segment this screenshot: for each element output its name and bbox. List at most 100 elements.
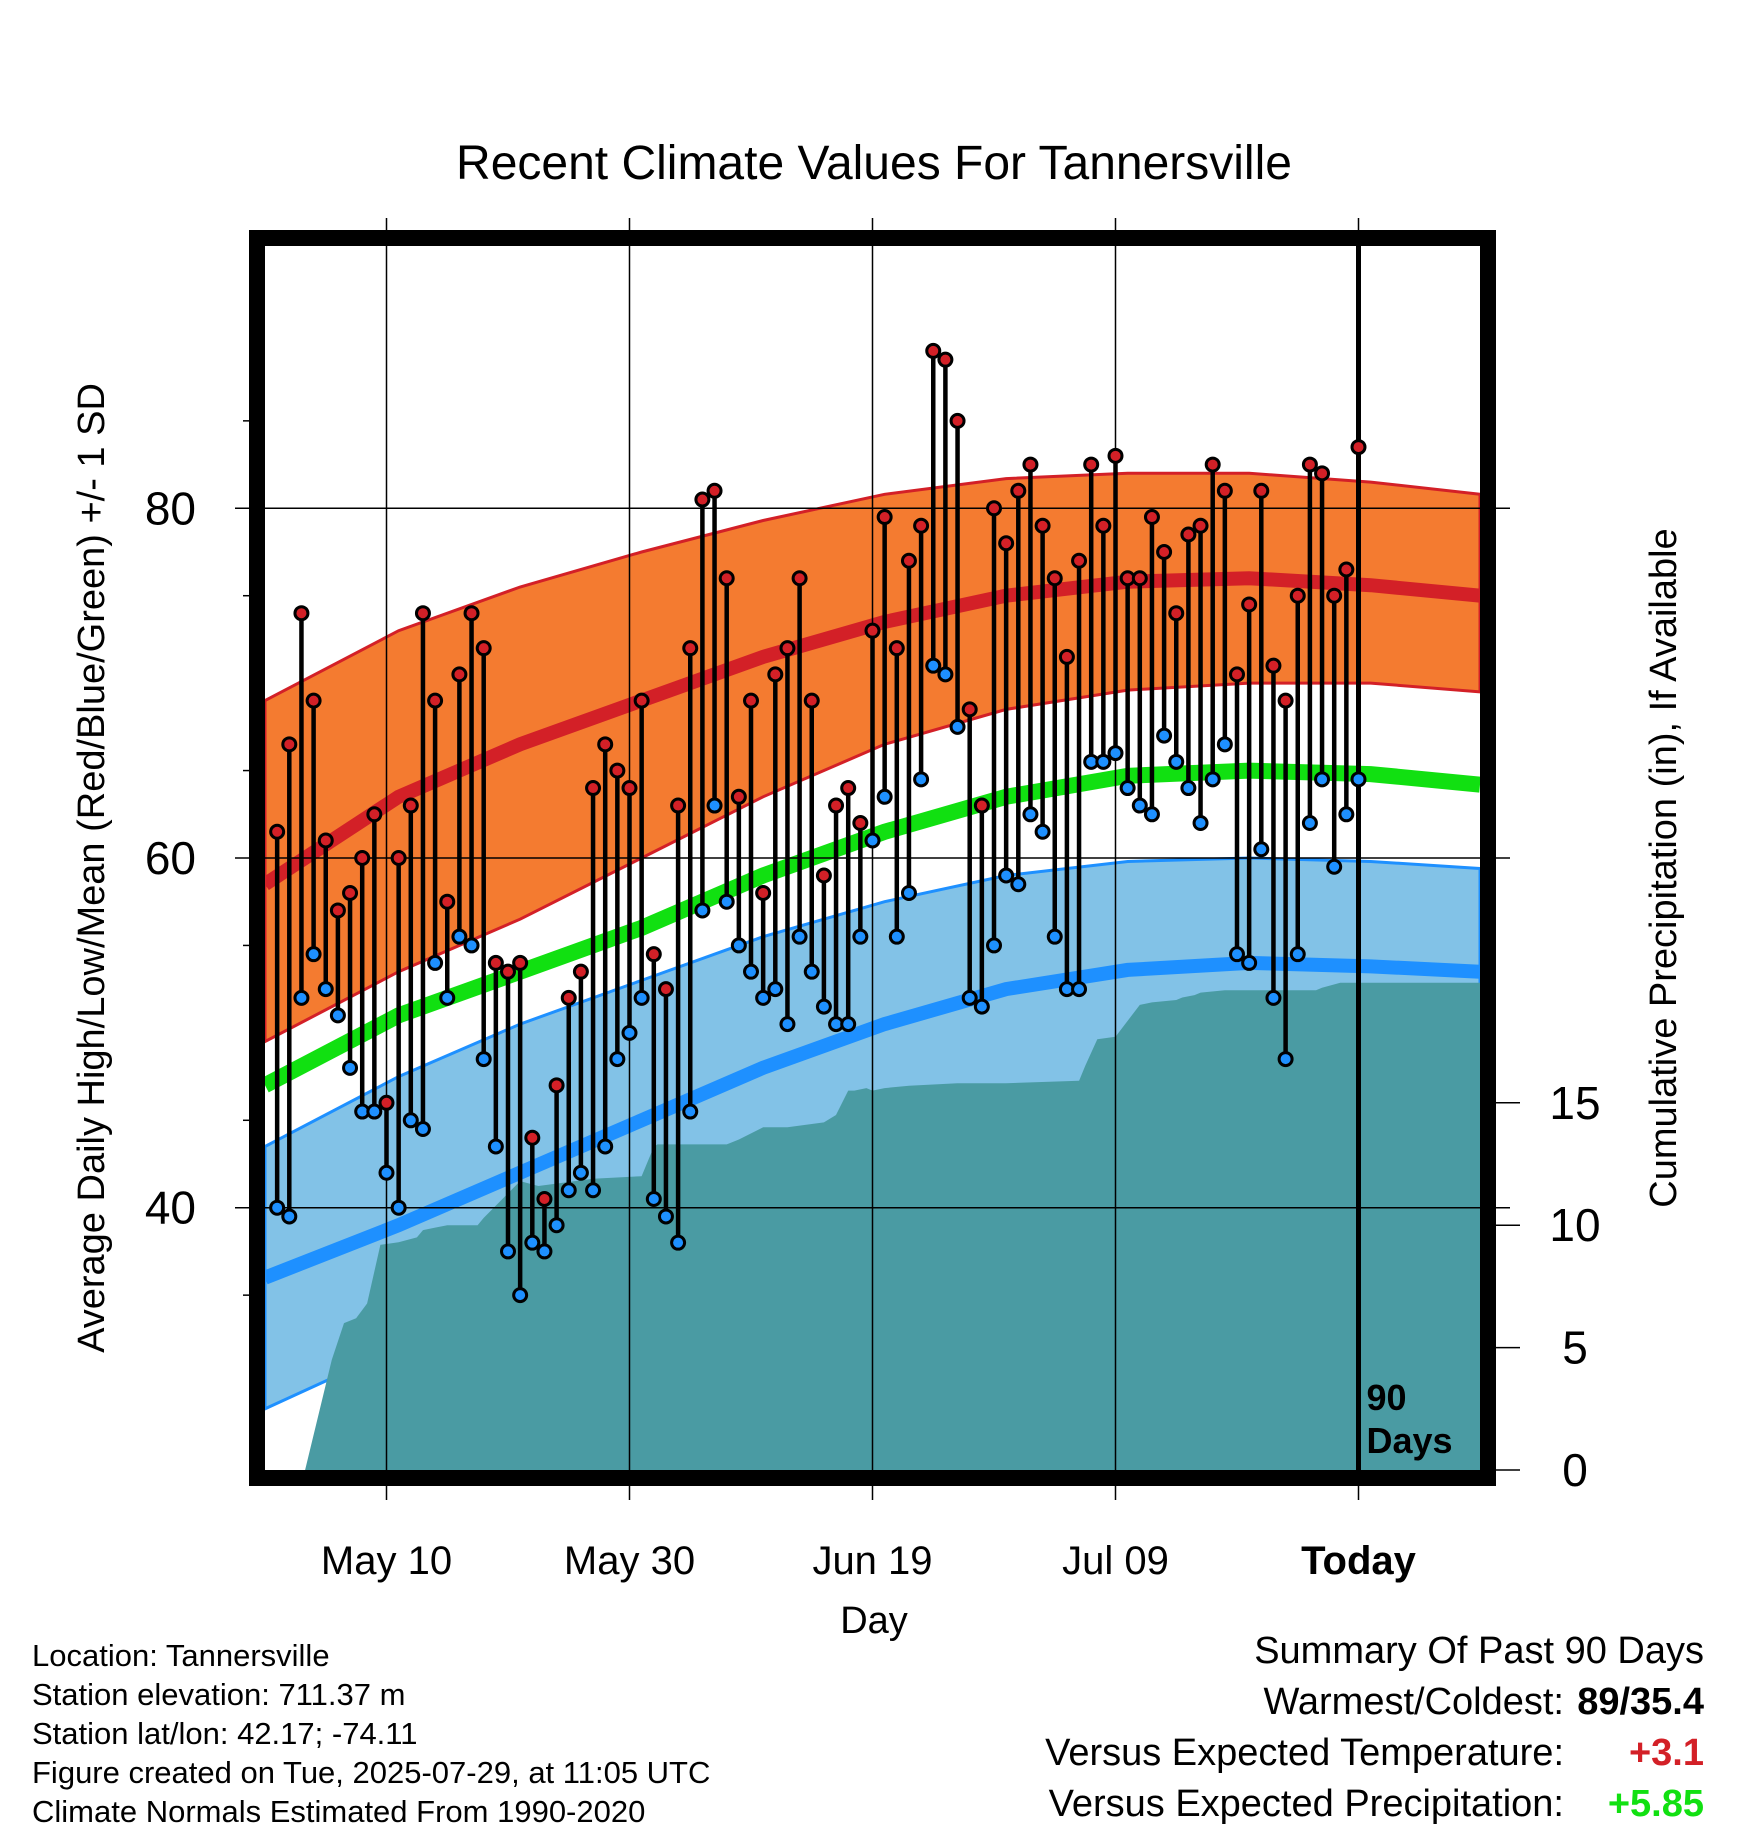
observed-high-point [1071, 552, 1088, 569]
observed-low-point [500, 1243, 516, 1260]
observed-high-point [342, 884, 359, 901]
observed-high-point [427, 692, 444, 709]
observed-low-point [791, 928, 808, 945]
plot-border [249, 230, 1496, 1486]
observed-low-point [1046, 928, 1063, 945]
y-right-tick-label: 0 [1562, 1444, 1588, 1496]
observed-high-point [1022, 456, 1039, 473]
x-axis-label: Day [840, 1600, 908, 1642]
observed-low-point [925, 657, 942, 674]
observed-high-point [888, 640, 905, 657]
observed-high-point [1046, 570, 1063, 587]
observed-high-point [1229, 666, 1245, 683]
observed-low-point [1156, 727, 1173, 744]
observed-high-point [706, 482, 723, 499]
observed-low-point [852, 928, 869, 945]
observed-low-point [1180, 780, 1197, 797]
observed-low-point [815, 998, 832, 1015]
observed-high-point [597, 736, 614, 753]
observed-high-point [451, 666, 468, 683]
observed-high-point [864, 622, 881, 639]
temp-anomaly-value: +3.1 [1628, 1732, 1704, 1774]
observed-high-point [803, 692, 820, 709]
y-axis-label-left: Average Daily High/Low/Mean (Red/Blue/Gr… [71, 383, 113, 1353]
observed-high-point [1253, 482, 1270, 499]
observed-low-point [949, 718, 966, 735]
observed-high-point [269, 823, 286, 840]
observed-low-point [1107, 745, 1124, 762]
observed-high-point [402, 797, 419, 814]
observed-low-point [1277, 1051, 1294, 1068]
observed-low-point [1326, 858, 1343, 875]
observed-high-point [329, 902, 346, 919]
normals-period: Climate Normals Estimated From 1990-2020 [32, 1794, 646, 1829]
today-days-label: 90 [1367, 1377, 1407, 1418]
observed-high-point [925, 342, 942, 359]
observed-high-point [633, 692, 650, 709]
observed-high-point [1265, 657, 1282, 674]
observed-low-point [317, 981, 334, 998]
observed-low-point [439, 989, 456, 1006]
observed-high-point [718, 570, 735, 587]
observed-high-point [378, 1094, 395, 1111]
observed-low-point [402, 1112, 419, 1129]
observed-low-point [390, 1199, 407, 1216]
observed-high-point [621, 780, 638, 797]
observed-low-point [463, 937, 480, 954]
y-right-tick-label: 5 [1562, 1322, 1588, 1374]
observed-low-point [840, 1016, 857, 1033]
station-location: Location: Tannersville [32, 1638, 330, 1673]
observed-high-point [779, 640, 796, 657]
observed-high-point [815, 867, 832, 884]
observed-low-point [670, 1234, 687, 1251]
observed-low-point [633, 989, 650, 1006]
observed-high-point [1143, 509, 1160, 526]
station-info: Location: Tannersville Station elevation… [32, 1636, 710, 1831]
observed-high-point [560, 989, 577, 1006]
observed-high-point [1314, 465, 1331, 482]
observed-high-point [1289, 587, 1306, 604]
precip-anomaly-value: +5.85 [1607, 1783, 1704, 1825]
observed-high-point [694, 491, 711, 508]
observed-low-point [572, 1164, 589, 1181]
observed-low-point [755, 989, 772, 1006]
x-tick-label: Jul 09 [1062, 1539, 1169, 1583]
observed-high-point [1180, 526, 1197, 543]
observed-low-point [1168, 753, 1185, 770]
observed-high-point [293, 605, 310, 622]
x-tick-label: Today [1301, 1539, 1417, 1583]
observed-low-point [1131, 797, 1148, 814]
observed-high-point [1277, 692, 1294, 709]
observed-high-point [949, 412, 966, 429]
observed-low-point [682, 1103, 699, 1120]
y-axis-label-right: Cumulative Precipitation (in), If Availa… [1643, 528, 1685, 1207]
warm-cold-label: Warmest/Coldest: [1263, 1681, 1564, 1723]
observed-high-point [767, 666, 784, 683]
observed-low-point [536, 1243, 553, 1260]
observed-high-point [1192, 517, 1209, 534]
observed-high-point [1204, 456, 1221, 473]
observed-low-point [864, 832, 881, 849]
observed-low-point [1229, 946, 1245, 963]
observed-high-point [439, 893, 456, 910]
observed-high-point [1107, 447, 1124, 464]
summary-title: Summary Of Past 90 Days [1254, 1630, 1704, 1672]
summary-precip-row: Versus Expected Precipitation: +5.85 [1045, 1779, 1704, 1830]
observed-low-point [1301, 815, 1318, 832]
observed-low-point [378, 1164, 395, 1181]
x-tick-label: Jun 19 [812, 1539, 932, 1583]
observed-low-point [998, 867, 1015, 884]
observed-high-point [1010, 482, 1027, 499]
observed-low-point [548, 1217, 565, 1234]
observed-high-point [1131, 570, 1148, 587]
observed-low-point [560, 1182, 577, 1199]
figure-created: Figure created on Tue, 2025-07-29, at 11… [32, 1755, 711, 1790]
observed-high-point [1168, 605, 1185, 622]
observed-high-point [475, 640, 492, 657]
observed-high-point [913, 517, 930, 534]
observed-high-point [730, 788, 747, 805]
observed-low-point [986, 937, 1002, 954]
warm-cold-value: 89/35.4 [1577, 1681, 1704, 1723]
observed-low-point [414, 1121, 431, 1138]
